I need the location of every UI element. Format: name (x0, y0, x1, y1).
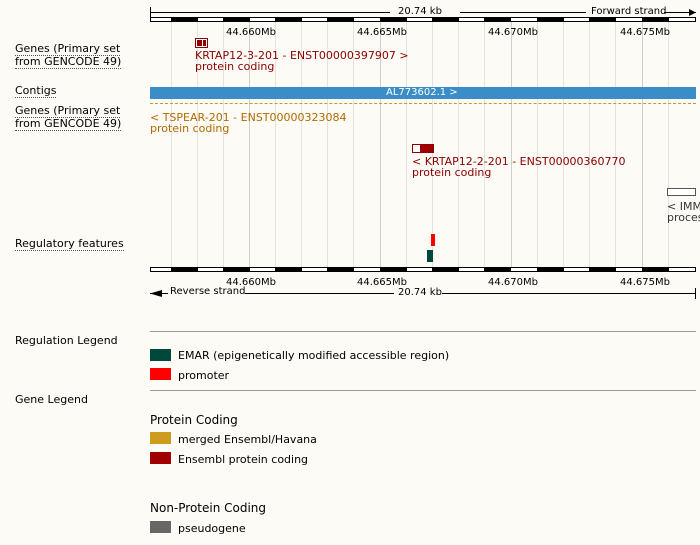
emar-feature[interactable] (427, 250, 433, 262)
legend-swatch-merged (150, 432, 171, 444)
legend-label-emar: EMAR (epigenetically modified accessible… (178, 349, 449, 362)
legend-swatch-promoter (150, 368, 171, 380)
regulation-legend-divider (150, 331, 696, 332)
contig-label: AL773602.1 > (386, 87, 458, 99)
track-label-contigs[interactable]: Contigs (15, 84, 56, 97)
gene-legend-divider (150, 390, 696, 391)
bottom-tick-label: 44.675Mb (620, 277, 670, 288)
regulation-legend-title: Regulation Legend (15, 334, 118, 347)
bottom-scale-bar (150, 267, 697, 273)
protein-coding-title: Protein Coding (150, 413, 238, 427)
legend-swatch-pseudogene (150, 521, 171, 533)
gene-krtap12-3-biotype: protein coding (195, 60, 274, 73)
gene-tspear-biotype: protein coding (150, 122, 229, 135)
track-label-genes-reverse[interactable]: Genes (Primary set from GENCODE 49) (15, 104, 121, 130)
non-protein-coding-title: Non-Protein Coding (150, 501, 266, 515)
reverse-strand-label: Reverse strand (170, 286, 245, 297)
forward-strand-label: Forward strand (591, 6, 666, 17)
gene-krtap12-2-biotype: protein coding (412, 166, 491, 179)
bottom-tick-label: 44.670Mb (488, 277, 538, 288)
strand-divider (150, 103, 696, 104)
gene-imm-glyph[interactable] (667, 188, 696, 196)
gene-krtap12-2-glyph[interactable] (412, 144, 434, 153)
promoter-feature[interactable] (431, 234, 435, 246)
top-span-label: 20.74 kb (398, 6, 442, 17)
top-tick-label: 44.670Mb (488, 27, 538, 38)
track-label-regulatory[interactable]: Regulatory features (15, 237, 124, 250)
gene-legend-title: Gene Legend (15, 393, 88, 406)
bottom-span-label: 20.74 kb (398, 287, 442, 298)
gene-krtap12-3-glyph[interactable] (195, 38, 208, 48)
gene-imm-biotype: proces (667, 211, 700, 224)
top-tick-label: 44.675Mb (620, 27, 670, 38)
legend-swatch-ensembl-protein-coding (150, 452, 171, 464)
legend-label-ensembl-protein-coding: Ensembl protein coding (178, 453, 308, 466)
track-label-genes-forward[interactable]: Genes (Primary set from GENCODE 49) (15, 42, 121, 68)
legend-label-pseudogene: pseudogene (178, 522, 246, 535)
top-tick-label: 44.660Mb (226, 27, 276, 38)
legend-label-promoter: promoter (178, 369, 229, 382)
top-scale-bar (150, 17, 697, 23)
top-tick-label: 44.665Mb (357, 27, 407, 38)
legend-swatch-emar (150, 349, 171, 361)
legend-label-merged: merged Ensembl/Havana (178, 433, 317, 446)
